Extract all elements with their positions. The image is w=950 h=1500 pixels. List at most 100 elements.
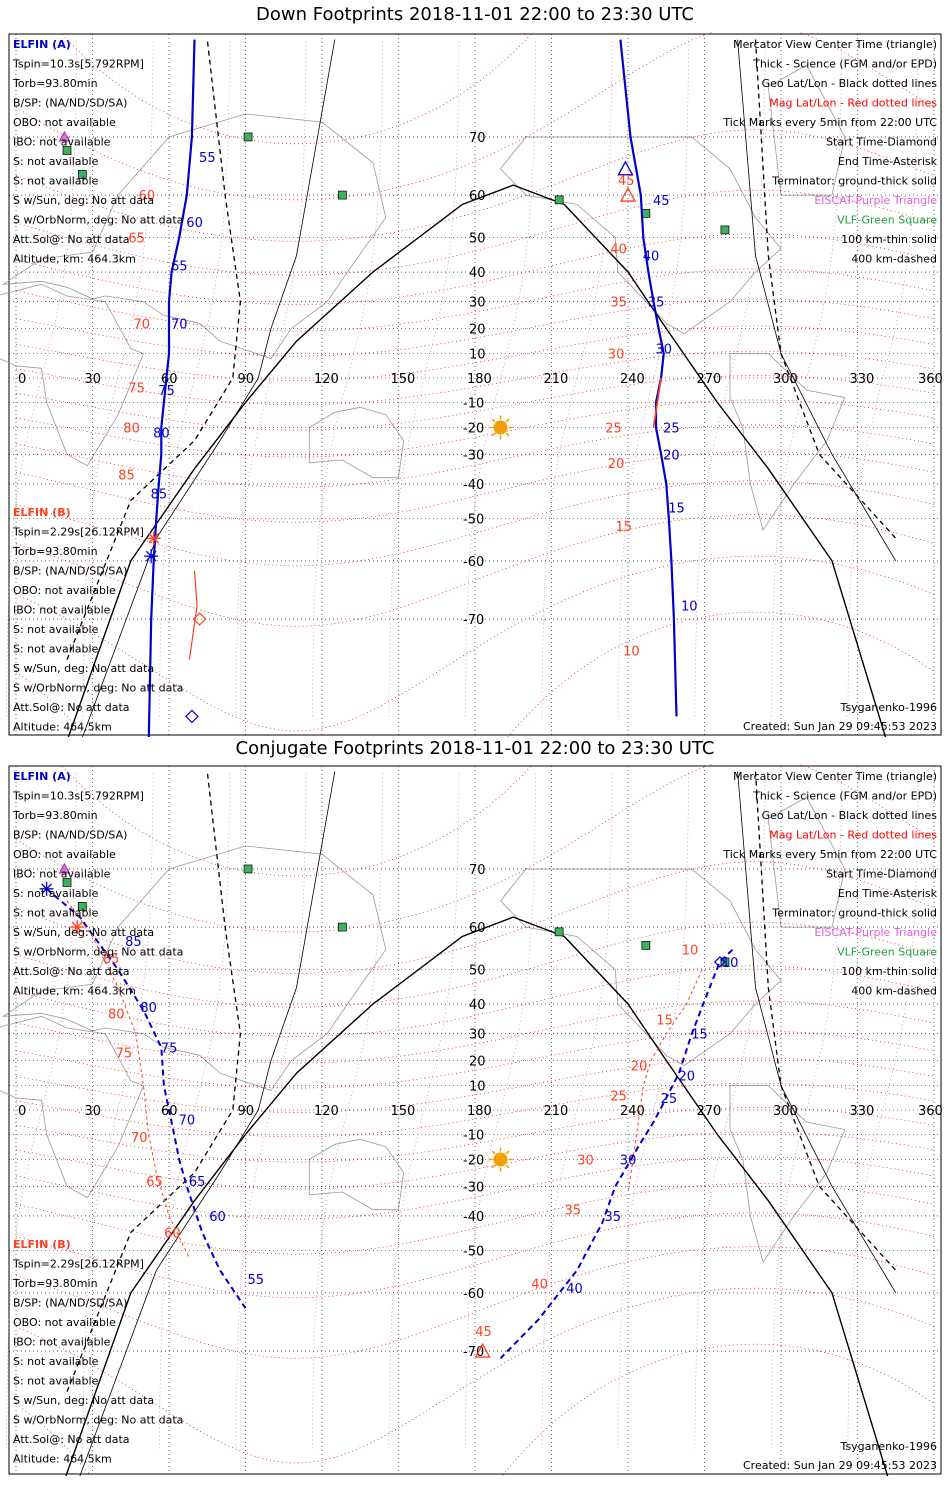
- elfin-a-header: ELFIN (A): [13, 38, 71, 51]
- elfin-a-info-line: S w/OrbNorm, deg: No att data: [13, 214, 183, 227]
- elfin-b-tick-label: 20: [631, 1060, 648, 1075]
- sun-icon: [493, 420, 508, 435]
- elfin-a-tick-label: 15: [691, 1028, 708, 1043]
- elfin-a-info-line: B/SP: (NA/ND/SD/SA): [13, 97, 127, 110]
- mag-meridian: [82, 771, 154, 1449]
- elfin-a-info-line: Torb=93.80min: [12, 77, 98, 90]
- elfin-b-tick-label: 40: [531, 1278, 548, 1293]
- elfin-b-tick-label: 10: [682, 944, 699, 959]
- elfin-b-tick-label: 65: [128, 232, 145, 247]
- elfin-b-track-west: [188, 570, 198, 660]
- elfin-a-tick-label: 15: [668, 501, 685, 516]
- legend-line: 100 km-thin solid: [841, 965, 937, 978]
- legend-line: Tick Marks every 5min from 22:00 UTC: [722, 116, 937, 129]
- legend-line: Thick - Science (FGM and/or EPD): [752, 58, 937, 71]
- legend-line: Start Time-Diamond: [826, 868, 937, 881]
- elfin-b-tick-label: 40: [610, 243, 627, 258]
- panel-title-down: Down Footprints 2018-11-01 22:00 to 23:3…: [256, 4, 694, 25]
- elfin-a-tick-label: 65: [189, 1175, 206, 1190]
- lon-tick-label: 330: [850, 372, 875, 387]
- vlf-site-square: [77, 170, 87, 179]
- lat-tick-label: 50: [469, 964, 486, 979]
- elfin-a-info-line: OBO: not available: [13, 116, 116, 129]
- lat-tick-label: 40: [469, 266, 486, 281]
- lat-tick-label: 50: [469, 232, 486, 247]
- lon-tick-label: 150: [391, 1104, 416, 1119]
- elfin-b-info-line: S w/Sun, deg: No att data: [13, 662, 154, 675]
- vlf-site-square: [338, 922, 347, 932]
- elfin-a-tick-label: 20: [678, 1070, 695, 1085]
- lat-tick-label: 20: [469, 1055, 486, 1070]
- elfin-a-track-west: [147, 39, 196, 737]
- elfin-a-info-line: Torb=93.80min: [12, 809, 98, 822]
- sun-icon: [493, 1152, 508, 1167]
- continent-outline: [0, 1015, 145, 1199]
- elfin-b-header: ELFIN (B): [13, 1238, 71, 1251]
- mag-parallel: [15, 611, 935, 737]
- elfin-b-tick-label: 60: [139, 189, 156, 204]
- lon-tick-label: 0: [18, 1104, 26, 1119]
- elfin-a-tick-label: 25: [661, 1092, 678, 1107]
- legend-line: Geo Lat/Lon - Black dotted lines: [762, 809, 938, 822]
- mag-parallel: [15, 1030, 935, 1089]
- lat-tick-label: 70: [469, 131, 486, 146]
- vlf-site-square: [77, 902, 87, 911]
- vlf-site-square: [554, 927, 564, 937]
- legend-line: Mercator View Center Time (triangle): [733, 770, 937, 783]
- elfin-b-info-line: S: not available: [13, 1355, 99, 1368]
- elfin-a-tick-label: 75: [158, 384, 175, 399]
- legend-line: EISCAT-Purple Triangle: [814, 194, 937, 207]
- legend-line: EISCAT-Purple Triangle: [814, 926, 937, 939]
- elfin-b-tick-label: 20: [608, 457, 625, 472]
- lon-tick-label: 240: [620, 372, 645, 387]
- mag-meridian: [388, 771, 460, 1449]
- terminator-ground: [65, 916, 889, 1476]
- elfin-a-info-line: IBO: not available: [13, 868, 111, 881]
- elfin-a-tick-label: 55: [199, 151, 216, 166]
- terminator-400km-east: [754, 771, 897, 1271]
- lon-tick-label: 0: [18, 372, 26, 387]
- elfin-a-tick-label: 25: [663, 421, 680, 436]
- elfin-b-view-triangle: [474, 1342, 491, 1358]
- elfin-a-info-line: S w/Sun, deg: No att data: [13, 926, 154, 939]
- eiscat-site-triangle: [58, 862, 71, 874]
- mag-parallel: [15, 1343, 935, 1476]
- elfin-a-start-diamond: [713, 956, 726, 968]
- elfin-b-tick-label: 60: [164, 1226, 181, 1241]
- legend-line: Geo Lat/Lon - Black dotted lines: [762, 77, 938, 90]
- elfin-a-tick-label: 80: [153, 427, 170, 442]
- elfin-b-track-west: [66, 900, 190, 1259]
- mag-meridian: [847, 39, 919, 717]
- vlf-site-square: [554, 195, 564, 205]
- legend-line: Terminator: ground-thick solid: [771, 175, 937, 188]
- elfin-a-tick-label: 40: [643, 250, 660, 265]
- lat-tick-label: -30: [463, 1180, 484, 1195]
- mag-meridian: [617, 39, 690, 717]
- model-label: Tsyganenko-1996: [840, 1440, 937, 1453]
- lat-tick-label: -40: [463, 1210, 484, 1225]
- panel-title-conjugate: Conjugate Footprints 2018-11-01 22:00 to…: [235, 738, 715, 759]
- elfin-b-info-line: B/SP: (NA/ND/SD/SA): [13, 565, 127, 578]
- continent-outline: [308, 1138, 405, 1211]
- lon-tick-label: 210: [544, 372, 569, 387]
- elfin-a-tick-label: 65: [171, 260, 188, 275]
- mag-meridian: [464, 39, 537, 717]
- terminator-100km-west: [79, 771, 336, 1476]
- elfin-a-tick-label: 60: [186, 216, 203, 231]
- elfin-b-info-line: Tspin=2.29s[26.12RPM]: [12, 526, 144, 539]
- elfin-a-info-line: S: not available: [13, 887, 99, 900]
- mag-meridian: [847, 771, 919, 1449]
- legend-line: 400 km-dashed: [851, 253, 937, 266]
- vlf-site-square: [338, 190, 347, 200]
- elfin-b-tick-label: 15: [656, 1013, 673, 1028]
- terminator-400km-east: [754, 39, 897, 539]
- elfin-a-tick-label: 30: [656, 343, 673, 358]
- legend-line: Terminator: ground-thick solid: [771, 907, 937, 920]
- elfin-b-view-triangle: [619, 186, 637, 202]
- elfin-a-tick-label: 20: [663, 448, 680, 463]
- lon-tick-label: 270: [697, 1104, 722, 1119]
- mag-meridian: [5, 39, 78, 717]
- elfin-a-start-diamond: [185, 709, 199, 724]
- elfin-a-info-line: S: not available: [13, 155, 99, 168]
- elfin-a-info-line: S: not available: [13, 175, 99, 188]
